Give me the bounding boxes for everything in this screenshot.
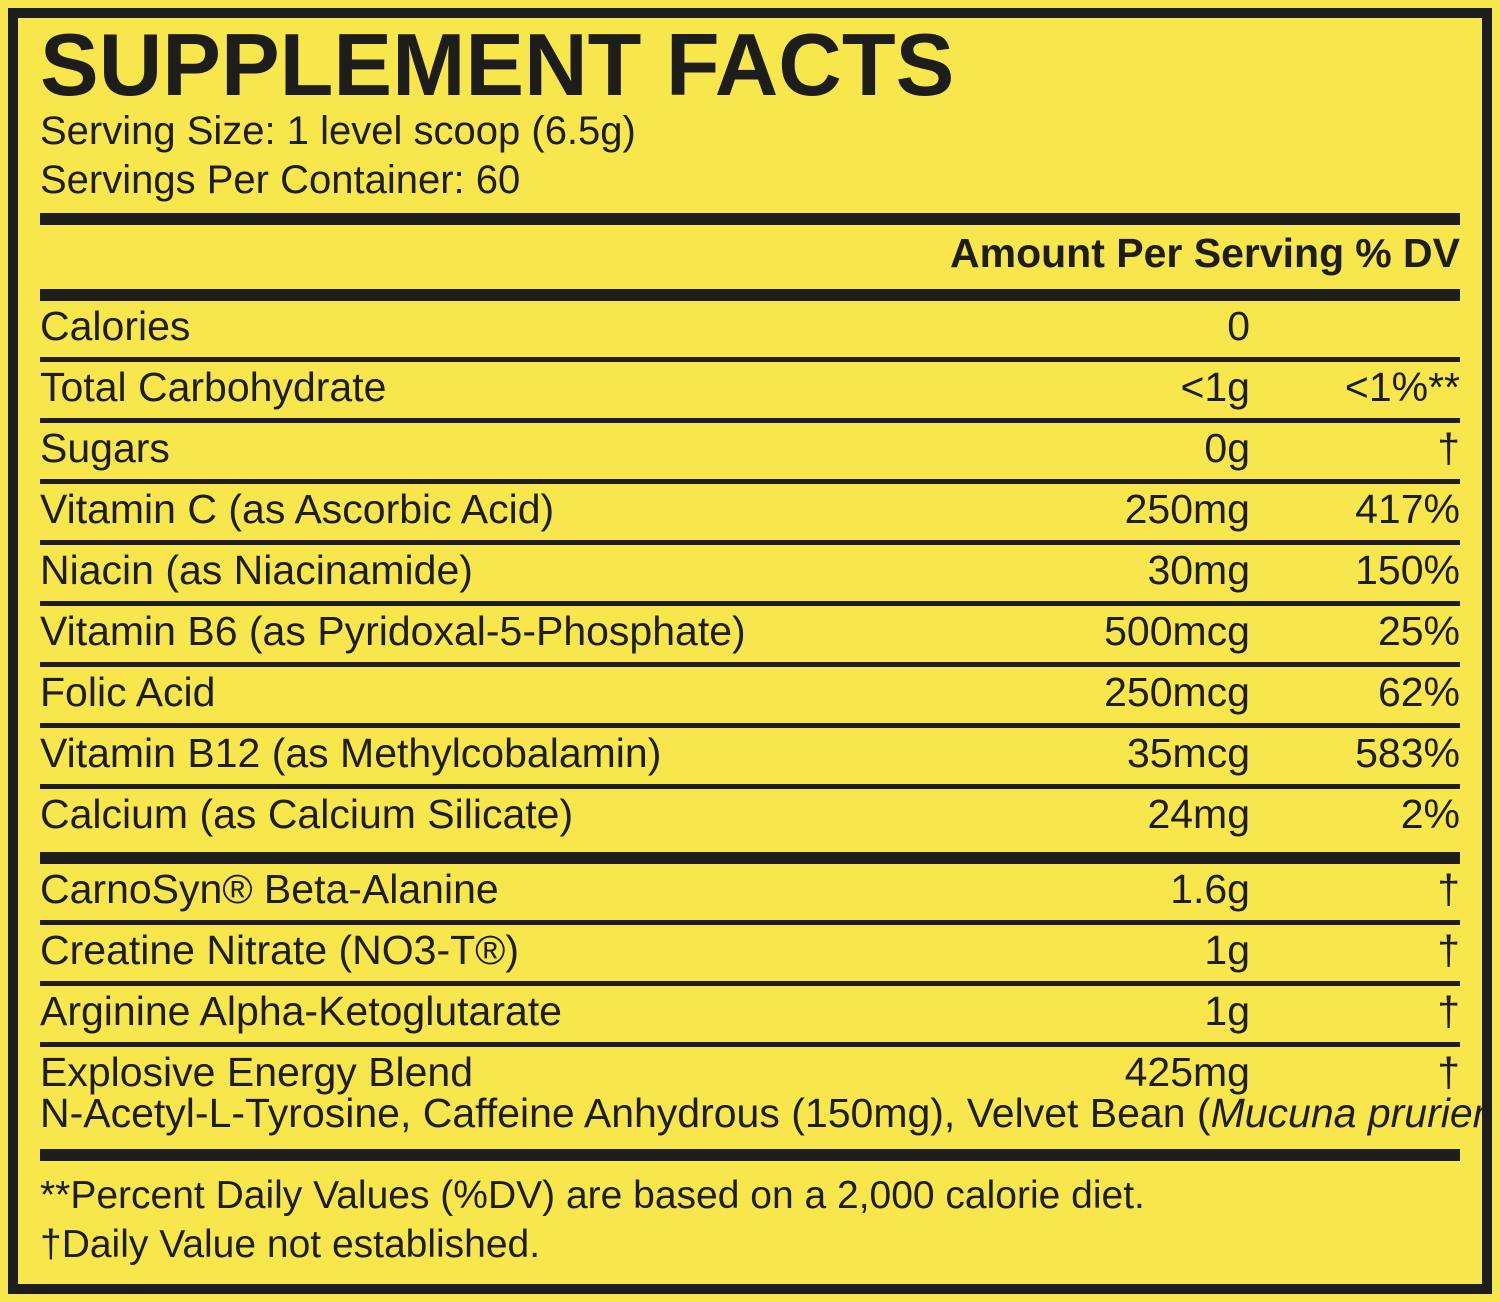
table-row: Sugars 0g † (40, 417, 1460, 482)
nutrient-dv: 150% (1250, 539, 1460, 604)
divider-before-ingredients (40, 851, 1460, 864)
serving-size-line: Serving Size: 1 level scoop (6.5g) (40, 108, 636, 153)
table-row: Vitamin C (as Ascorbic Acid) 250mg 417% (40, 478, 1460, 543)
ingredient-amount: 1g (950, 919, 1250, 984)
page-title-text: SUPPLEMENT FACTS (40, 15, 955, 114)
nutrient-dv: <1%** (1250, 356, 1460, 421)
table-row-blend: Explosive Energy Blend 425mg † (40, 1041, 1460, 1093)
nutrient-dv: † (1250, 417, 1460, 482)
blend-sub-before: N-Acetyl-L-Tyrosine, Caffeine Anhydrous … (40, 1089, 1211, 1136)
footnote-percent-dv: **Percent Daily Values (%DV) are based o… (40, 1173, 1145, 1217)
ingredients-table: CarnoSyn® Beta-Alanine 1.6g † Creatine N… (40, 864, 1482, 1142)
table-row: Calcium (as Calcium Silicate) 24mg 2% (40, 783, 1460, 845)
nutrient-dv: 62% (1250, 661, 1460, 726)
table-row: Vitamin B6 (as Pyridoxal-5-Phosphate) 50… (40, 600, 1460, 665)
column-header-table: Amount Per Serving % DV (40, 225, 1460, 282)
ingredient-name: CarnoSyn® Beta-Alanine (40, 865, 499, 912)
nutrient-amount: 24mg (950, 783, 1250, 845)
table-row: Vitamin B12 (as Methylcobalamin) 35mcg 5… (40, 722, 1460, 787)
table-row: Total Carbohydrate <1g <1%** (40, 356, 1460, 421)
nutrient-name: Total Carbohydrate (40, 356, 950, 421)
ingredient-amount: 1.6g (1170, 865, 1250, 912)
supplement-facts-panel: SUPPLEMENT FACTS Serving Size: 1 level s… (8, 8, 1492, 1294)
nutrient-name: Sugars (40, 417, 950, 482)
blend-sub-italic: Mucuna pruriens (1210, 1089, 1492, 1136)
column-header-dv: % DV (1355, 229, 1460, 276)
blend-ingredients-list: N-Acetyl-L-Tyrosine, Caffeine Anhydrous … (40, 1089, 1482, 1142)
blend-amount: 425mg (950, 1041, 1250, 1093)
footnotes: **Percent Daily Values (%DV) are based o… (40, 1161, 1460, 1269)
nutrient-name: Calcium (as Calcium Silicate) (40, 783, 950, 845)
nutrient-amount: 250mg (950, 478, 1250, 543)
page-title: SUPPLEMENT FACTS (40, 15, 1460, 114)
ingredient-dv: † (1437, 865, 1460, 912)
nutrient-amount: 0 (1227, 302, 1250, 349)
nutrient-dv (1250, 301, 1460, 360)
divider-after-column-headers (40, 288, 1460, 301)
table-row: Niacin (as Niacinamide) 30mg 150% (40, 539, 1460, 604)
divider-after-serving-info (40, 212, 1460, 225)
nutrient-amount: 250mcg (950, 661, 1250, 726)
nutrient-dv: 583% (1250, 722, 1460, 787)
table-row-blend-ingredients: N-Acetyl-L-Tyrosine, Caffeine Anhydrous … (40, 1089, 1482, 1142)
column-header-row: Amount Per Serving % DV (40, 225, 1460, 282)
blend-name: Explosive Energy Blend (40, 1041, 950, 1093)
ingredient-name: Creatine Nitrate (NO3-T®) (40, 919, 950, 984)
blend-dv: † (1250, 1041, 1460, 1093)
nutrient-dv: 2% (1250, 783, 1460, 845)
nutrient-amount: 500mcg (950, 600, 1250, 665)
table-row: CarnoSyn® Beta-Alanine 1.6g † (40, 864, 1460, 923)
label-inner: SUPPLEMENT FACTS Serving Size: 1 level s… (18, 18, 1482, 1269)
nutrient-name: Folic Acid (40, 661, 950, 726)
nutrient-name: Calories (40, 302, 191, 349)
table-row: Arginine Alpha-Ketoglutarate 1g † (40, 980, 1460, 1045)
nutrient-name: Vitamin B6 (as Pyridoxal-5-Phosphate) (40, 600, 950, 665)
footnote-daily-value: †Daily Value not established. (40, 1223, 541, 1267)
table-row: Folic Acid 250mcg 62% (40, 661, 1460, 726)
table-row: Creatine Nitrate (NO3-T®) 1g † (40, 919, 1460, 984)
nutrient-amount: 30mg (950, 539, 1250, 604)
nutrients-table: Calories 0 Total Carbohydrate <1g <1%** … (40, 301, 1460, 845)
nutrient-name: Vitamin B12 (as Methylcobalamin) (40, 722, 950, 787)
nutrient-amount: <1g (950, 356, 1250, 421)
nutrient-dv: 25% (1250, 600, 1460, 665)
ingredient-amount: 1g (950, 980, 1250, 1045)
column-header-blank (40, 225, 950, 282)
table-row: Calories 0 (40, 301, 1460, 360)
ingredient-dv: † (1250, 919, 1460, 984)
nutrient-name: Vitamin C (as Ascorbic Acid) (40, 478, 950, 543)
nutrient-amount: 35mcg (950, 722, 1250, 787)
column-header-amount: Amount Per Serving (950, 229, 1345, 276)
nutrient-dv: 417% (1250, 478, 1460, 543)
nutrients-body: Calories 0 Total Carbohydrate <1g <1%** … (40, 301, 1460, 845)
servings-per-container-line: Servings Per Container: 60 (40, 158, 521, 203)
ingredient-dv: † (1250, 980, 1460, 1045)
nutrient-name: Niacin (as Niacinamide) (40, 539, 950, 604)
ingredients-body: CarnoSyn® Beta-Alanine 1.6g † Creatine N… (40, 864, 1482, 1142)
ingredient-name: Arginine Alpha-Ketoglutarate (40, 980, 950, 1045)
nutrient-amount: 0g (950, 417, 1250, 482)
divider-before-footnotes (40, 1148, 1460, 1161)
